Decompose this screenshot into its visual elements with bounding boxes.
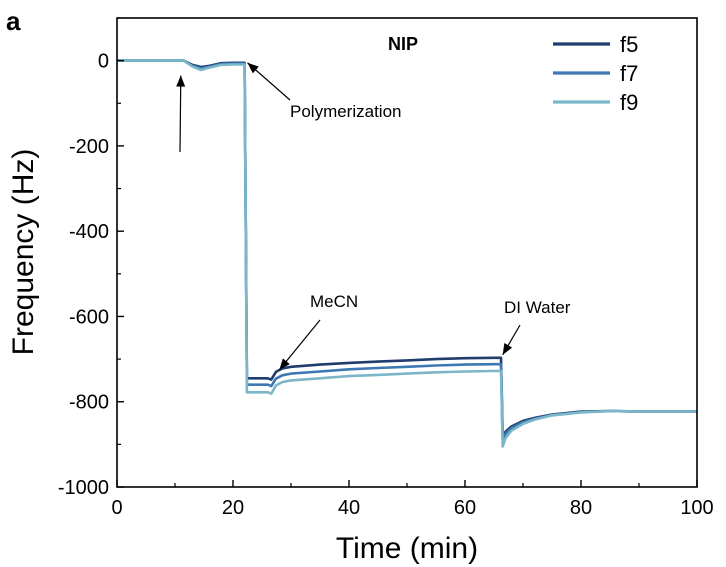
- y-tick-label: -1000: [58, 477, 109, 499]
- annotation-arrow-shaft: [179, 75, 182, 153]
- y-tick-label: -400: [69, 221, 109, 243]
- y-axis-title: Frequency (Hz): [7, 149, 40, 356]
- y-tick-label: -200: [69, 136, 109, 158]
- chart-title: NIP: [388, 34, 418, 54]
- series-line-f9: [117, 59, 697, 448]
- series-line-f7: [117, 59, 697, 442]
- annotation-arrow-head: [279, 358, 290, 370]
- series-lines: [117, 59, 697, 448]
- x-tick-label: 100: [680, 497, 713, 519]
- x-axis-title: Time (min): [336, 532, 478, 565]
- x-tick-label: 60: [454, 497, 476, 519]
- annotation-arrow-head: [176, 75, 186, 87]
- plot-frame: [116, 17, 698, 488]
- annotation-arrow-head: [502, 343, 513, 355]
- legend-label-f5: f5: [620, 32, 638, 57]
- series-line-f5: [117, 59, 697, 438]
- annotations: Polymerization MeCN DI Water: [176, 62, 571, 371]
- annotation-label: MeCN: [310, 292, 358, 311]
- panel-label: a: [6, 6, 21, 36]
- x-tick-label: 0: [111, 497, 122, 519]
- x-tick-label: 20: [222, 497, 244, 519]
- annotation-label: Polymerization: [290, 102, 402, 121]
- axis-ticks: 0 20 40 60 80 100 0 -200 -400 -600 -800 -1000: [58, 17, 714, 519]
- y-tick-label: -600: [69, 306, 109, 328]
- y-tick-label: 0: [98, 51, 109, 73]
- annotation-label: DI Water: [504, 298, 571, 317]
- legend-label-f7: f7: [620, 61, 638, 86]
- y-tick-label: -800: [69, 392, 109, 414]
- x-tick-label: 80: [570, 497, 592, 519]
- x-tick-label: 40: [338, 497, 360, 519]
- legend: f5 f7 f9: [553, 32, 638, 115]
- legend-label-f9: f9: [620, 90, 638, 115]
- annotation-arrow-head: [247, 62, 259, 74]
